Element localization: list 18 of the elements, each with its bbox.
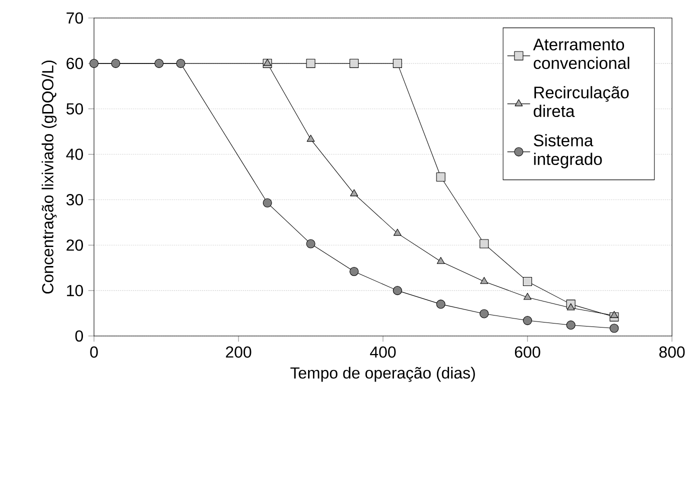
y-tick-label: 40 <box>66 148 83 160</box>
y-tick-label: 0 <box>75 330 83 342</box>
x-tick-label: 200 <box>226 346 252 358</box>
y-tick-label: 70 <box>66 12 83 24</box>
y-tick-label: 10 <box>67 284 83 296</box>
x-tick-label: 600 <box>514 346 540 358</box>
legend-label: Aterramento convencional <box>533 38 630 70</box>
y-tick-label: 30 <box>66 194 83 206</box>
y-tick-label: 60 <box>66 58 83 70</box>
x-tick-label: 800 <box>659 346 685 358</box>
y-tick-label: 20 <box>66 239 83 251</box>
legend-label: Recirculação direta <box>534 86 629 118</box>
x-axis-title: Tempo de operação (dias) <box>290 366 475 382</box>
y-axis-title: Concentração lixiviado (gDQO/L) <box>42 60 57 294</box>
x-tick-label: 0 <box>90 346 98 358</box>
y-tick-label: 50 <box>66 103 83 115</box>
legend-label: Sistema integrado <box>534 134 602 168</box>
x-tick-label: 400 <box>370 346 396 358</box>
